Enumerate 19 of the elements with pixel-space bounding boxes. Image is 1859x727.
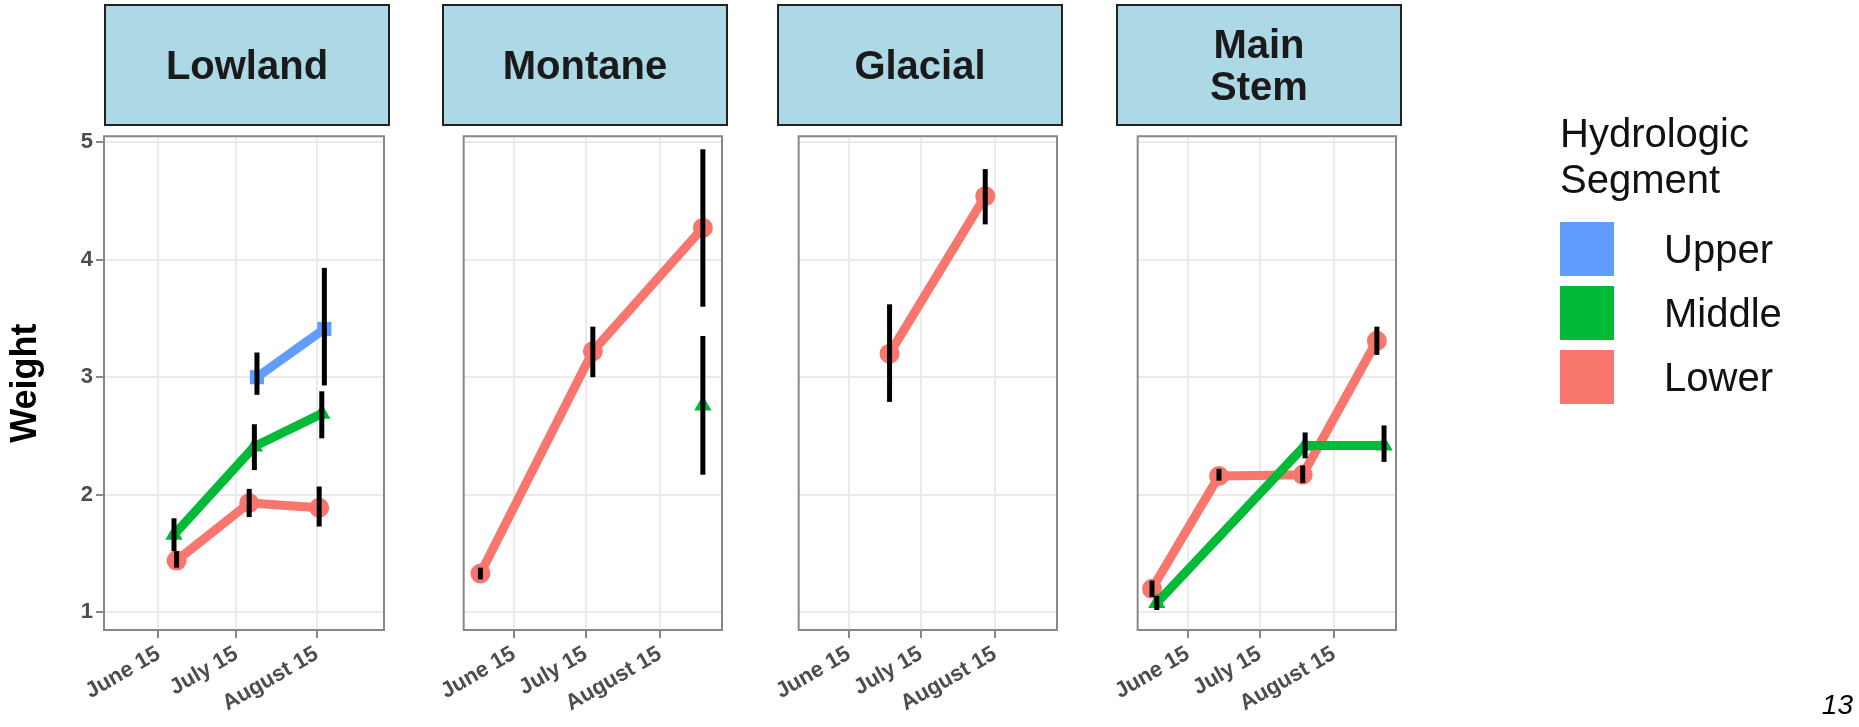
x-tick-label: June 15 [771, 640, 855, 703]
legend-label: Upper [1664, 226, 1773, 272]
legend-label: Middle [1664, 290, 1782, 336]
legend-title: Hydrologic Segment [1560, 110, 1750, 202]
y-tick-label: 1 [80, 598, 93, 624]
y-tick-label: 2 [80, 480, 93, 506]
text: 13 [1821, 689, 1853, 721]
legend-label: Lower [1664, 354, 1773, 400]
y-axis-title: Weight [2, 323, 44, 443]
y-tick-label: 3 [80, 363, 93, 389]
chart-title: Main Stem [1116, 4, 1402, 126]
chart-title: Lowland [104, 4, 390, 126]
y-tick-label: 4 [80, 245, 94, 271]
x-tick-label: June 15 [436, 640, 520, 703]
chart-title: Glacial [777, 4, 1063, 126]
chart-title: Montane [442, 4, 728, 126]
x-tick-label: June 15 [80, 640, 164, 703]
x-tick-label: June 15 [1110, 640, 1194, 703]
y-tick-label: 5 [80, 128, 93, 154]
